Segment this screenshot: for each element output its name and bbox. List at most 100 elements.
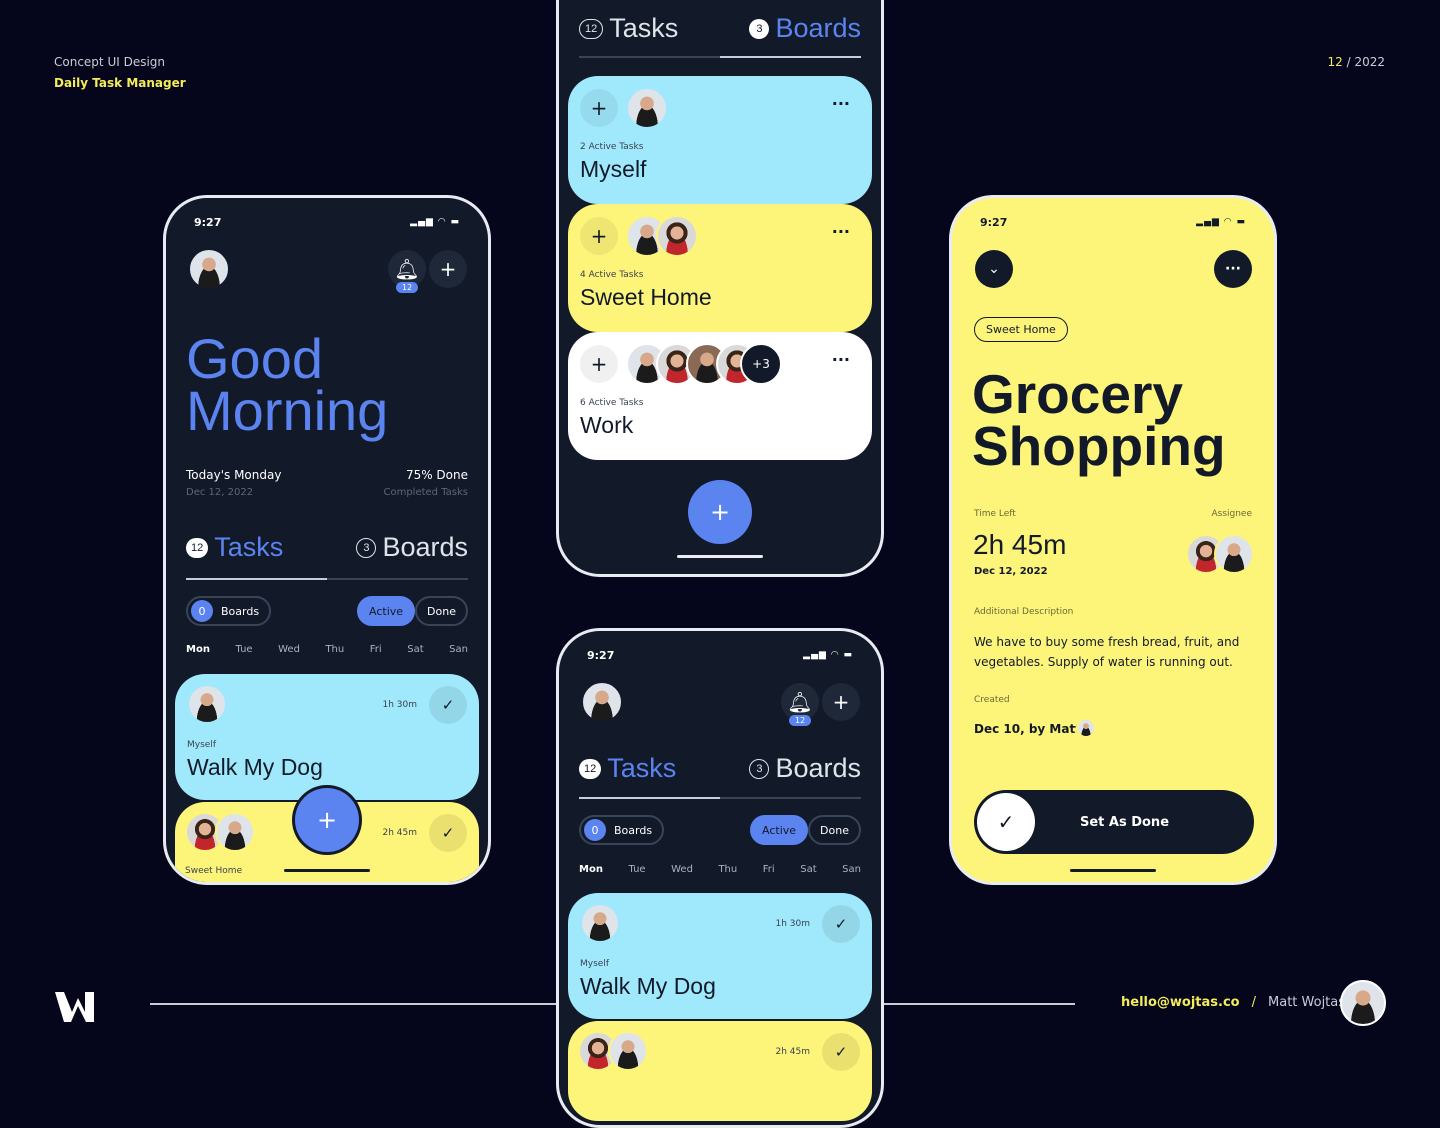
status-icons: ▂▄▆ ◠ ▬ [803, 650, 853, 660]
add-icon[interactable]: + [580, 345, 618, 383]
bell-icon[interactable]: 🔔︎ [781, 683, 819, 721]
day-sun[interactable]: San [842, 864, 861, 875]
footer-name: Matt Wojtaś [1268, 995, 1346, 1010]
filter-boards[interactable]: 0 Boards [579, 815, 665, 845]
phone-task-detail: 9:27 ▂▄▆ ◠ ▬ ⌄ ··· Sweet Home Grocery Sho… [949, 195, 1277, 885]
filter-done[interactable]: Done [415, 596, 468, 626]
check-icon[interactable]: ✓ [822, 905, 860, 943]
filters: 0 Boards Active Done [186, 596, 468, 626]
day-fri[interactable]: Fri [762, 864, 775, 875]
day-wed[interactable]: Wed [278, 644, 300, 655]
title-line-2: Shopping [972, 415, 1226, 477]
day-tue[interactable]: Tue [628, 864, 646, 875]
filters: 0 Boards Active Done [579, 815, 861, 845]
board-card-myself[interactable]: + ··· 2 Active Tasks Myself [568, 76, 872, 204]
board-card-sweet-home[interactable]: + ··· 4 Active Tasks Sweet Home [568, 204, 872, 332]
home-indicator [1070, 869, 1156, 872]
more-members-badge[interactable]: +3 [740, 343, 782, 385]
more-icon[interactable]: ··· [831, 222, 850, 241]
task-time: 1h 30m [775, 919, 810, 929]
day-thu[interactable]: Thu [718, 864, 738, 875]
add-button[interactable]: + [429, 250, 467, 288]
day-fri[interactable]: Fri [369, 644, 382, 655]
greeting-line-1: Good [186, 327, 323, 390]
tab-tasks[interactable]: 12 Tasks [579, 753, 676, 784]
boards-count: 3 [749, 18, 770, 39]
tab-indicator [579, 797, 861, 799]
add-board-button[interactable]: + [688, 480, 752, 544]
board-tag[interactable]: Sweet Home [974, 317, 1068, 342]
filter-boards[interactable]: 0 Boards [186, 596, 272, 626]
task-board: Myself [580, 959, 609, 969]
tabs: 12 Tasks 3 Boards [579, 13, 861, 44]
creator-avatar [1076, 718, 1096, 738]
chevron-down-icon[interactable]: ⌄ [975, 250, 1013, 288]
phone-home: 9:27 ▂▄▆ ◠ ▬ 🔔︎ 12 + Good Morning Today's… [163, 195, 491, 885]
day-mon[interactable]: Mon [186, 644, 210, 655]
task-time: 2h 45m [775, 1047, 810, 1057]
phone-boards: 12 Tasks 3 Boards + ··· 2 Active Tasks Mys… [556, 0, 884, 577]
day-wed[interactable]: Wed [671, 864, 693, 875]
tab-boards[interactable]: 3 Boards [356, 532, 468, 563]
task-card[interactable]: 1h 30m ✓ Myself Walk My Dog [568, 893, 872, 1019]
filter-count: 0 [191, 600, 213, 622]
add-icon[interactable]: + [580, 89, 618, 127]
day-tue[interactable]: Tue [235, 644, 253, 655]
task-card[interactable]: 2h 45m ✓ Sweet Home [175, 802, 479, 882]
footer-email[interactable]: hello@wojtas.co [1121, 995, 1240, 1010]
day-sat[interactable]: Sat [800, 864, 817, 875]
greeting-line-2: Morning [186, 379, 389, 442]
user-avatar[interactable] [581, 681, 623, 723]
day-selector: Mon Tue Wed Thu Fri Sat San [579, 864, 861, 875]
day-thu[interactable]: Thu [325, 644, 345, 655]
member-avatar [656, 215, 698, 257]
home-indicator [677, 555, 763, 558]
concept-label: Concept UI Design [54, 55, 166, 69]
filter-boards-label: Boards [614, 823, 653, 837]
board-card-work[interactable]: + +3 ··· 6 Active Tasks Work [568, 332, 872, 460]
more-icon[interactable]: ··· [1214, 250, 1252, 288]
board-count: 2 Active Tasks [580, 142, 644, 152]
day-sat[interactable]: Sat [407, 644, 424, 655]
filter-active[interactable]: Active [357, 596, 416, 626]
task-card[interactable]: 1h 30m ✓ Myself Walk My Dog [175, 674, 479, 800]
day-sun[interactable]: San [449, 644, 468, 655]
assignee-avatar [1214, 534, 1254, 574]
description-label: Additional Description [974, 607, 1074, 617]
filter-active[interactable]: Active [750, 815, 809, 845]
progress-label: Completed Tasks [383, 487, 468, 498]
assignee-avatar [185, 812, 225, 852]
more-icon[interactable]: ··· [831, 350, 850, 369]
tab-tasks[interactable]: 12 Tasks [579, 13, 678, 44]
notification-badge: 12 [789, 715, 812, 726]
status-time: 9:27 [980, 216, 1008, 229]
add-icon[interactable]: + [580, 217, 618, 255]
task-board: Myself [187, 740, 216, 750]
tab-boards[interactable]: 3 Boards [749, 13, 861, 44]
tab-indicator [579, 56, 861, 58]
check-icon[interactable]: ✓ [822, 1033, 860, 1071]
task-card[interactable]: 2h 45m ✓ [568, 1021, 872, 1121]
user-avatar[interactable] [188, 248, 230, 290]
add-task-button[interactable]: + [295, 788, 359, 852]
project-date: 12 / 2022 [1328, 55, 1386, 69]
check-icon[interactable]: ✓ [429, 814, 467, 852]
add-button[interactable]: + [822, 683, 860, 721]
check-icon[interactable]: ✓ [429, 686, 467, 724]
board-count: 6 Active Tasks [580, 398, 644, 408]
set-as-done-label: Set As Done [1079, 814, 1170, 830]
bell-icon[interactable]: 🔔︎ [388, 250, 426, 288]
phone-tasks: 9:27 ▂▄▆ ◠ ▬ 🔔︎ 12 + 12 Tasks 3 Boards 0 Bo… [556, 628, 884, 1128]
tab-boards[interactable]: 3 Boards [749, 753, 861, 784]
day-mon[interactable]: Mon [579, 864, 603, 875]
assignee-avatar [580, 903, 620, 943]
assignee-avatar [215, 812, 255, 852]
filter-done[interactable]: Done [808, 815, 861, 845]
tab-boards-label: Boards [382, 532, 468, 562]
member-avatar [626, 87, 668, 129]
set-as-done-button[interactable]: ✓ Set As Done [974, 790, 1254, 854]
tab-boards-label: Boards [775, 13, 861, 43]
more-icon[interactable]: ··· [831, 94, 850, 113]
tab-tasks[interactable]: 12 Tasks [186, 532, 283, 563]
assignee-avatar [608, 1031, 648, 1071]
